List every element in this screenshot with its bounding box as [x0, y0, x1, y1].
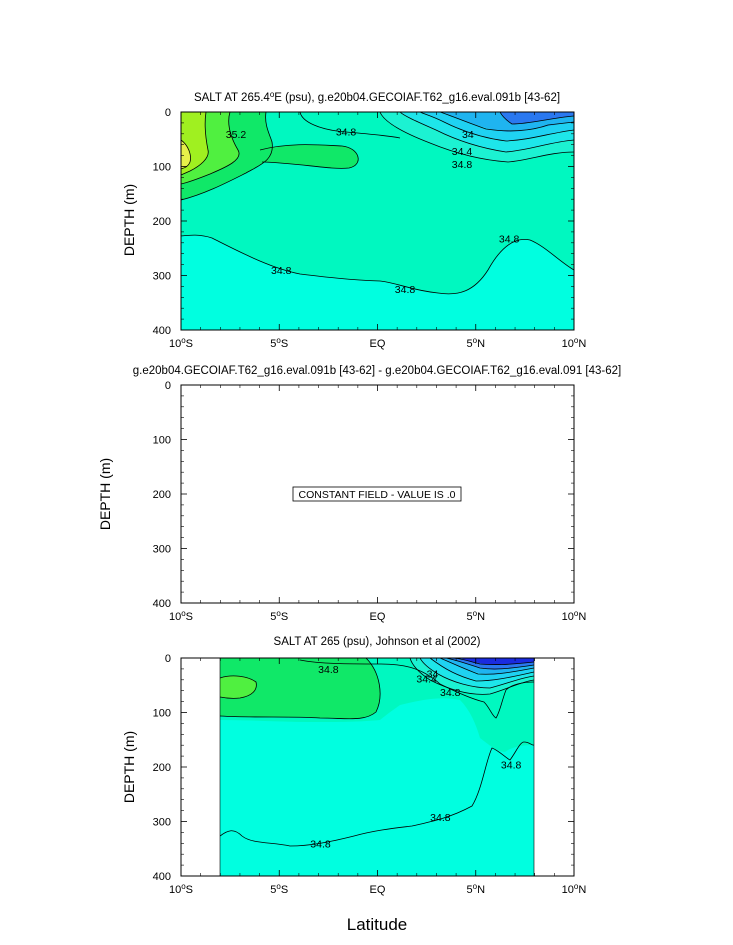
x-tick-label: 10oS	[169, 882, 193, 896]
contour-label: 34.8	[499, 233, 520, 245]
p1-contour-34.2	[419, 112, 574, 142]
p1-contour-deep-34.8	[181, 234, 574, 295]
fill-33.8-core	[500, 112, 574, 124]
contour-label: 34.8	[440, 687, 461, 699]
p1-contour-34.4	[399, 112, 574, 153]
panel1-axes: 10oS 5oS EQ 5oN 10oN 0 100 200 300 400	[153, 107, 587, 350]
x-tick-label: 5oN	[466, 609, 485, 623]
y-tick-label: 300	[153, 544, 171, 556]
fill-35.2-core	[220, 675, 257, 699]
p1-contour-34.0	[439, 112, 574, 132]
p1-contour-35.4	[181, 112, 209, 176]
p1-contour-35.0-tongue	[259, 144, 359, 169]
p1-contour-35.0	[181, 112, 273, 201]
p3-contour-35.0	[220, 658, 381, 720]
x-tick-label: 5oS	[270, 336, 288, 350]
p3-contour-34.2	[429, 658, 534, 682]
p3-contour-33.8	[445, 658, 534, 670]
panel-difference: g.e20b04.GECOIAF.T62_g16.eval.091b [43-6…	[97, 365, 621, 623]
panel3-axes: 10oS 5oS EQ 5oN 10oN 0 100 200 300 400	[153, 653, 587, 896]
p1-contour-35.6	[181, 139, 191, 170]
y-tick-label: 200	[153, 762, 171, 774]
panel2-title: g.e20b04.GECOIAF.T62_g16.eval.091b [43-6…	[133, 365, 621, 377]
p3-contour-33.6	[451, 658, 534, 665]
p3-contour-deep-34.8	[220, 741, 534, 847]
panel1-title: SALT AT 265.4oE (psu), g.e20b04.GECOIAF.…	[194, 90, 560, 104]
fill-35.0-tongue	[260, 144, 359, 169]
p1-contour-34.6	[379, 112, 574, 163]
panel-model: SALT AT 265.4oE (psu), g.e20b04.GECOIAF.…	[121, 90, 586, 350]
y-tick-label: 100	[153, 162, 171, 174]
y-tick-label: 400	[153, 871, 171, 883]
panel3-contour-lines	[220, 658, 534, 847]
contour-label: 34.8	[501, 759, 522, 771]
y-tick-label: 0	[165, 107, 171, 119]
x-tick-label: EQ	[370, 884, 386, 896]
y-tick-label: 200	[153, 216, 171, 228]
p3-contour-34.8-upper	[299, 659, 534, 719]
panel3-y-axis-label: DEPTH (m)	[121, 731, 137, 803]
contour-label: 34	[427, 668, 439, 680]
x-tick-label: EQ	[370, 611, 386, 623]
x-tick-label: 10oN	[562, 336, 587, 350]
x-tick-label: 10oS	[169, 336, 193, 350]
y-tick-label: 200	[153, 489, 171, 501]
y-tick-label: 0	[165, 653, 171, 665]
x-axis-label: Latitude	[347, 915, 408, 934]
x-tick-label: 5oN	[466, 336, 485, 350]
y-tick-label: 400	[153, 598, 171, 610]
x-tick-label: 5oS	[270, 609, 288, 623]
contour-label: 34.8	[336, 127, 357, 139]
panel-observations: SALT AT 265 (psu), Johnson et al (2002)	[121, 636, 586, 934]
contour-label: 35.2	[226, 129, 247, 141]
fill-35.0-band	[220, 658, 381, 719]
panel1-y-axis-label: DEPTH (m)	[121, 184, 137, 256]
y-tick-label: 300	[153, 271, 171, 283]
p1-contour-33.8	[499, 112, 574, 125]
constant-field-annotation: CONSTANT FIELD - VALUE IS .0	[299, 489, 456, 501]
fill-low-salinity-core	[452, 658, 534, 665]
p3-contour-34.6	[409, 658, 534, 695]
p3-contour-34.4	[419, 658, 534, 689]
contour-label: 34.8	[452, 159, 473, 171]
x-tick-label: 5oN	[466, 882, 485, 896]
y-tick-label: 100	[153, 435, 171, 447]
contour-label: 34.8	[310, 838, 331, 850]
contour-label: 34.4	[452, 146, 473, 158]
panel2-y-axis-label: DEPTH (m)	[97, 458, 113, 530]
y-tick-label: 100	[153, 708, 171, 720]
contour-label: 34.8	[318, 664, 339, 676]
contour-label: 34	[462, 129, 474, 141]
panel1-contour-lines	[181, 112, 574, 295]
x-tick-label: 10oN	[562, 609, 587, 623]
p1-contour-34.8-upper	[299, 112, 401, 139]
p1-contour-35.2	[181, 112, 240, 185]
contour-label: 34.4	[416, 674, 437, 686]
contour-label: 34.8	[430, 812, 451, 824]
y-tick-label: 0	[165, 380, 171, 392]
p3-contour-35.2	[220, 675, 257, 699]
y-tick-label: 300	[153, 817, 171, 829]
fill-35.6-core	[181, 140, 191, 169]
constant-field-box	[292, 486, 462, 502]
x-tick-label: 10oS	[169, 609, 193, 623]
x-tick-label: EQ	[370, 338, 386, 350]
y-tick-label: 400	[153, 325, 171, 337]
p3-contour-34.0	[439, 658, 534, 675]
contour-label: 34.8	[395, 284, 416, 296]
panel1-filled-contours	[181, 112, 574, 330]
panel3-title: SALT AT 265 (psu), Johnson et al (2002)	[274, 636, 481, 648]
panel2-axes: 10oS 5oS EQ 5oN 10oN 0 100 200 300 400	[153, 380, 587, 623]
x-tick-label: 5oS	[270, 882, 288, 896]
contour-label: 34.8	[271, 265, 292, 277]
x-tick-label: 10oN	[562, 882, 587, 896]
